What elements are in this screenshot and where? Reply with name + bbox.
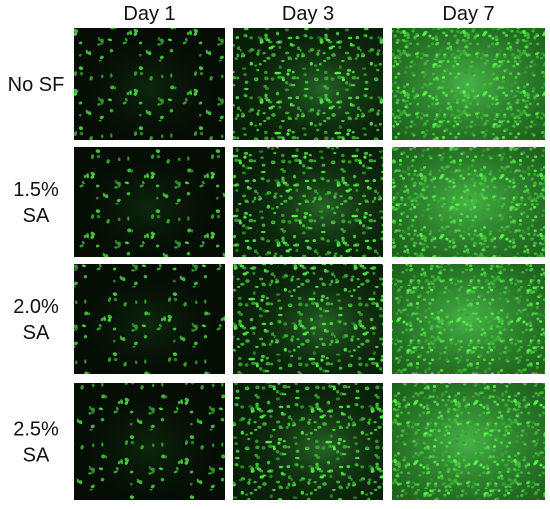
micrograph-cells bbox=[233, 383, 383, 500]
micrograph bbox=[233, 28, 383, 140]
row-label: No SF bbox=[8, 74, 65, 96]
labels: Day 1 Day 3 Day 7 No SF 1.5% SA 2.0% SA 2.5% SA bbox=[8, 3, 495, 467]
column-header: Day 1 bbox=[123, 3, 175, 25]
micrograph bbox=[392, 147, 545, 257]
micrograph bbox=[233, 264, 383, 374]
micrograph-cells bbox=[392, 28, 545, 140]
micrograph-cells bbox=[74, 383, 225, 500]
micrograph bbox=[233, 383, 383, 500]
row-label: SA bbox=[23, 322, 50, 344]
panels bbox=[74, 28, 545, 500]
column-header: Day 3 bbox=[282, 3, 334, 25]
micrograph-cells bbox=[74, 28, 225, 140]
micrograph-cells bbox=[74, 264, 225, 374]
row-label: SA bbox=[23, 205, 50, 227]
micrograph bbox=[74, 383, 225, 500]
micrograph bbox=[233, 147, 383, 257]
micrograph bbox=[74, 264, 225, 374]
micrograph-cells bbox=[233, 264, 383, 374]
micrograph-cells bbox=[233, 28, 383, 140]
micrograph bbox=[74, 28, 225, 140]
row-label: 2.0% bbox=[13, 296, 59, 318]
micrograph-cells bbox=[392, 383, 545, 500]
row-label: 1.5% bbox=[13, 179, 59, 201]
micrograph-cells bbox=[74, 147, 225, 257]
micrograph bbox=[392, 264, 545, 374]
row-label: 2.5% bbox=[13, 419, 59, 441]
micrograph-cells bbox=[392, 264, 545, 374]
micrograph bbox=[392, 28, 545, 140]
row-label: SA bbox=[23, 445, 50, 467]
micrograph-cells bbox=[392, 147, 545, 257]
micrograph bbox=[392, 383, 545, 500]
micrograph bbox=[74, 147, 225, 257]
micrograph-cells bbox=[233, 147, 383, 257]
column-header: Day 7 bbox=[442, 3, 494, 25]
